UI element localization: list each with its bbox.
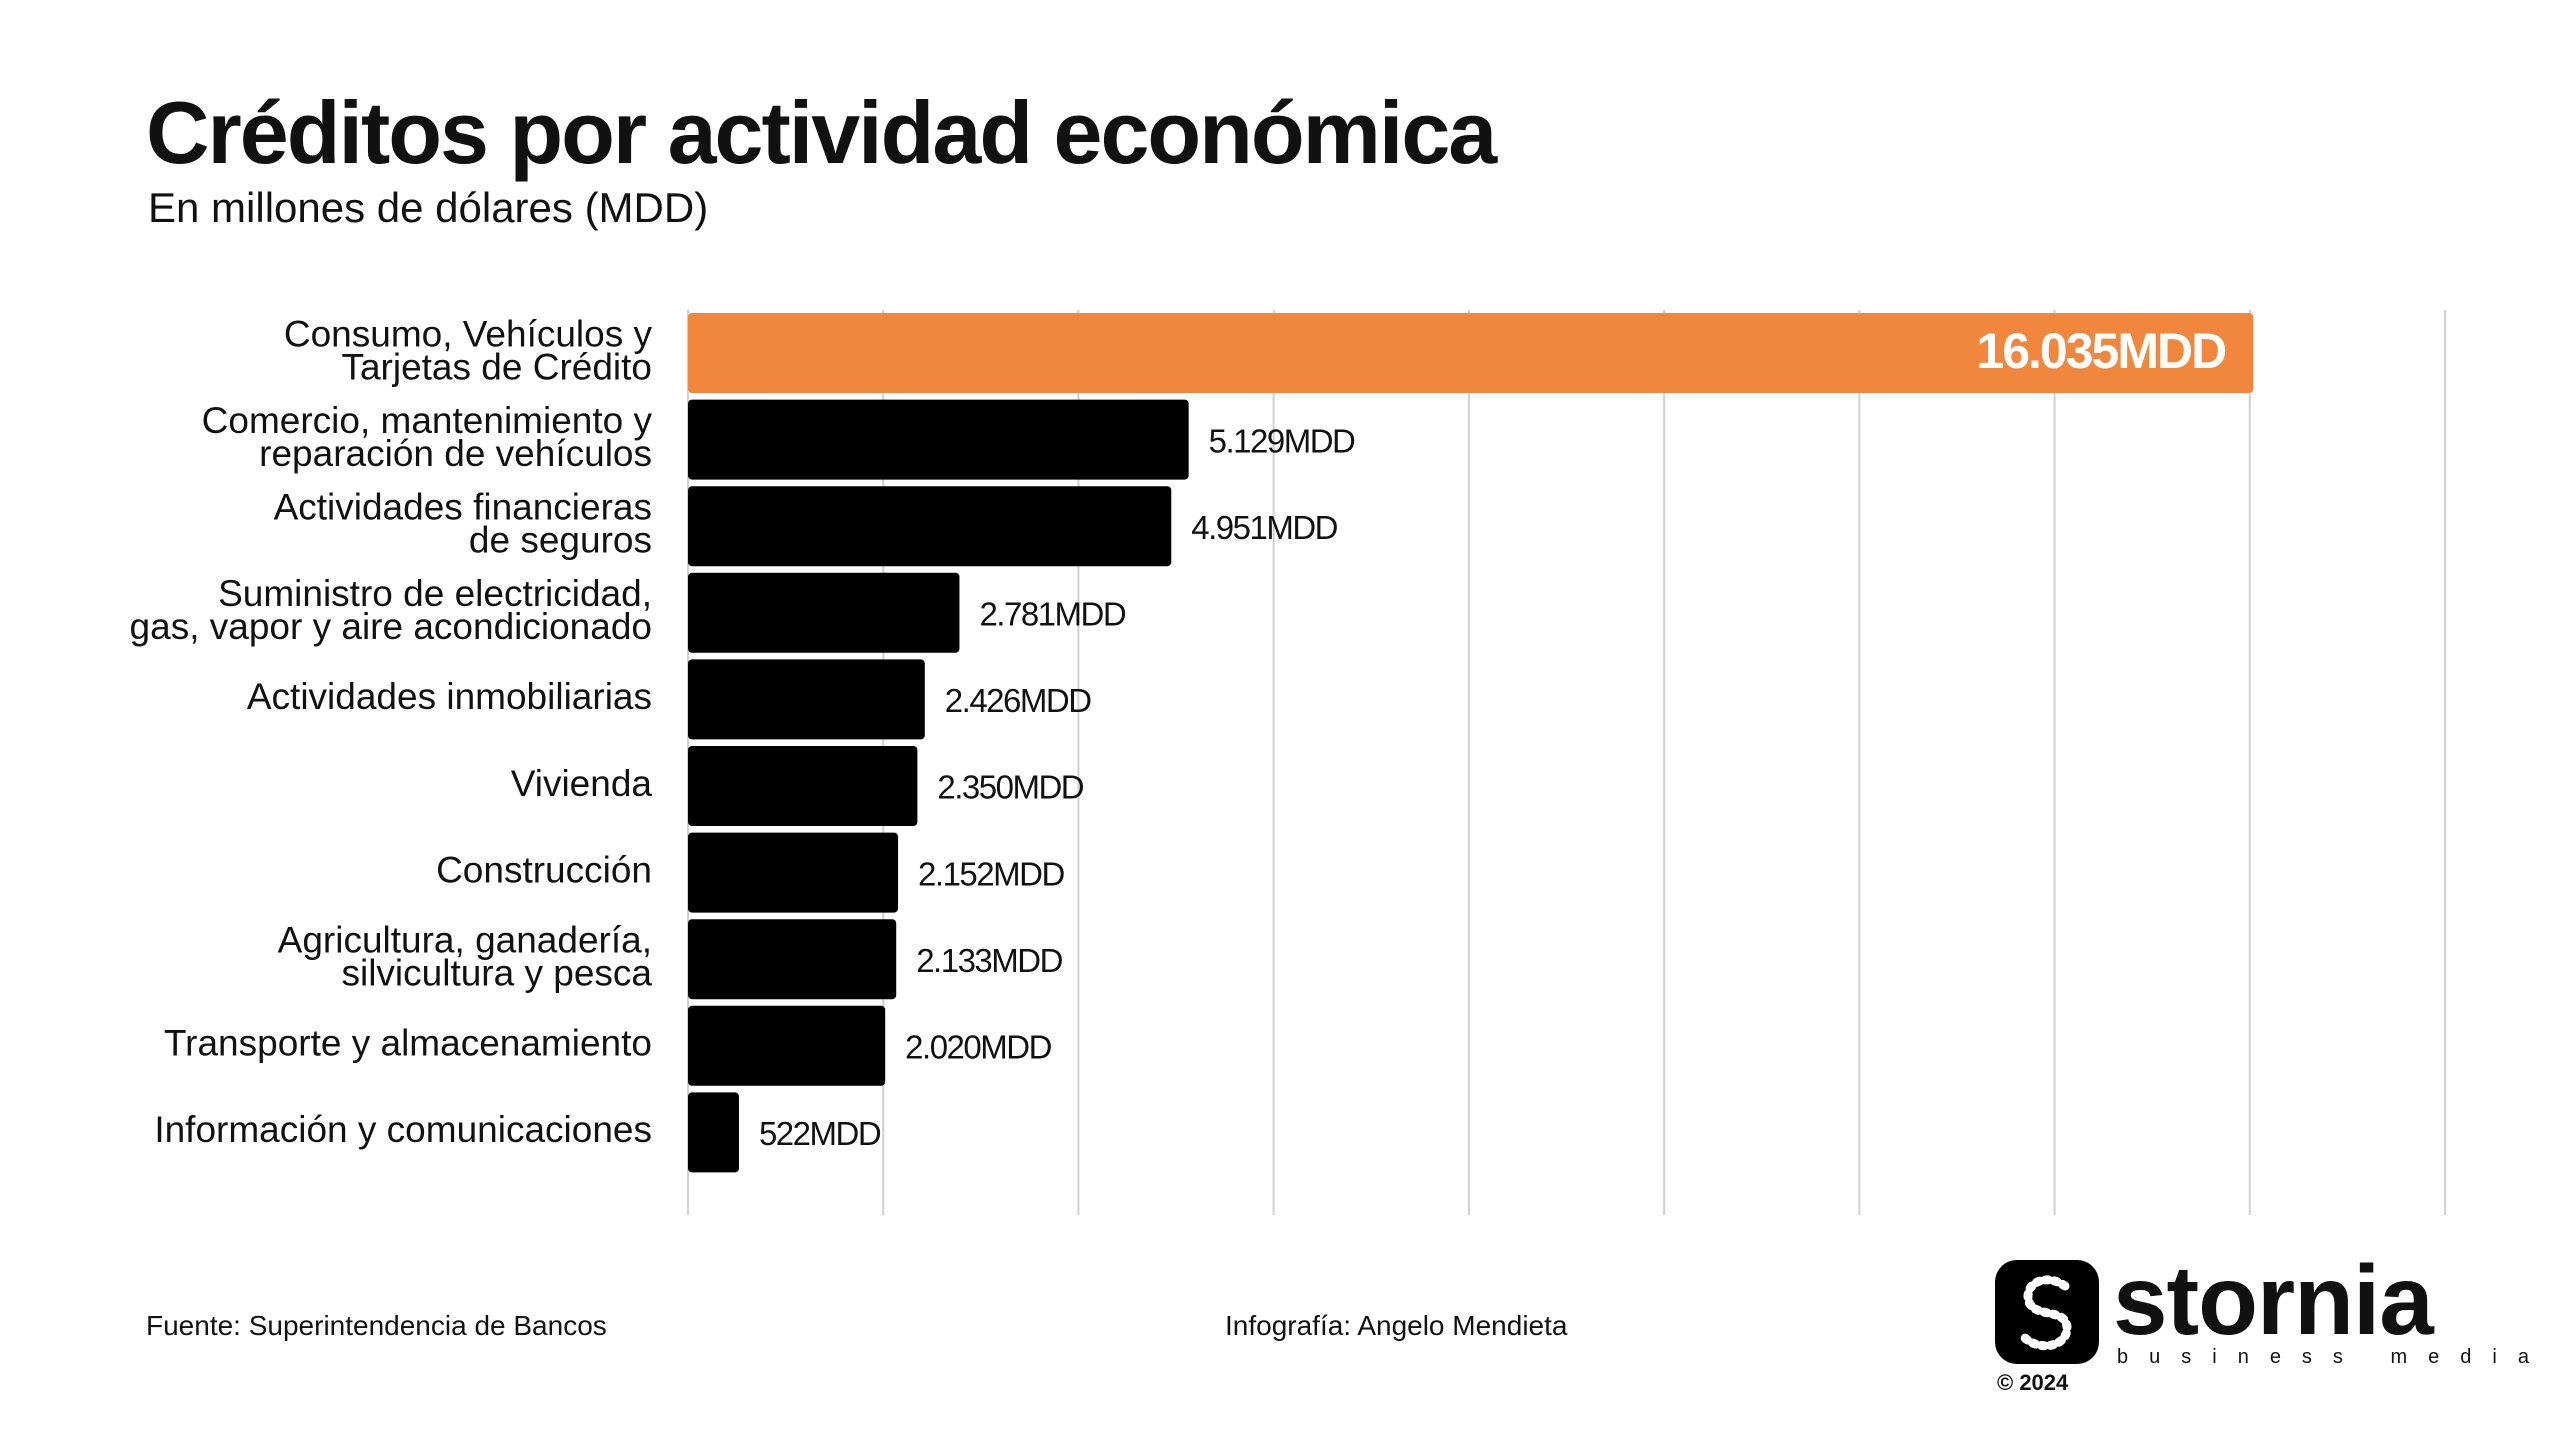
chart-value-labels: 16.035MDD 5.129MDD 4.951MDD 2.781MDD 2.426MD… [759,323,2228,1152]
category-label: Agricultura, ganadería, [278,919,652,960]
category-label: Actividades financieras [274,486,652,527]
value-label: 2.781MDD [979,596,1125,633]
category-label: Comercio, mantenimiento y [202,400,653,441]
value-label: 5.129MDD [1209,422,1355,459]
value-label: 522MDD [759,1115,881,1152]
value-label: 2.426MDD [945,682,1091,719]
bar-9 [688,1092,739,1173]
bar-6 [688,832,899,913]
category-label: Tarjetas de Crédito [341,346,652,387]
category-label: Suministro de electricidad, [218,573,652,614]
logo-tagline: business media [2117,1346,2550,1368]
value-label: 2.020MDD [905,1029,1051,1066]
logo-mark-icon [1995,1260,2099,1364]
value-label: 2.133MDD [916,942,1062,979]
bar-7 [688,919,897,1000]
logo-copyright: © 2024 [1997,1370,2069,1395]
category-label: Actividades inmobiliarias [247,676,652,717]
category-label: silvicultura y pesca [341,952,652,993]
chart-title: Créditos por actividad económica [146,83,1497,182]
category-label: Consumo, Vehículos y [284,313,653,354]
category-label: gas, vapor y aire acondicionado [130,606,652,647]
category-label: Transporte y almacenamiento [164,1023,652,1064]
bar-8 [688,1005,886,1086]
value-label: 2.152MDD [918,855,1064,892]
value-label: 4.951MDD [1191,509,1337,546]
bar-1 [688,399,1189,480]
category-label: de seguros [469,519,652,560]
stornia-logo: stornia business media © 2024 [1995,1245,2529,1400]
category-label: Vivienda [511,763,653,804]
bar-3 [688,572,960,653]
bar-5 [688,746,918,826]
bar-4 [688,659,925,740]
bar-0 [688,313,2254,393]
infographic-credit: Infografía: Angelo Mendieta [1225,1310,1568,1341]
category-label: Construcción [436,849,652,890]
chart-bars [688,313,2254,1173]
category-label: Información y comunicaciones [154,1109,652,1150]
value-label: 2.350MDD [937,769,1083,806]
chart-subtitle: En millones de dólares (MDD) [148,184,709,231]
value-label: 16.035MDD [1976,323,2226,379]
chart-gridlines [687,310,2446,1215]
category-label: reparación de vehículos [259,433,652,474]
bar-2 [688,486,1172,567]
source-note: Fuente: Superintendencia de Bancos [146,1310,607,1341]
logo-wordmark: stornia [2113,1245,2434,1355]
